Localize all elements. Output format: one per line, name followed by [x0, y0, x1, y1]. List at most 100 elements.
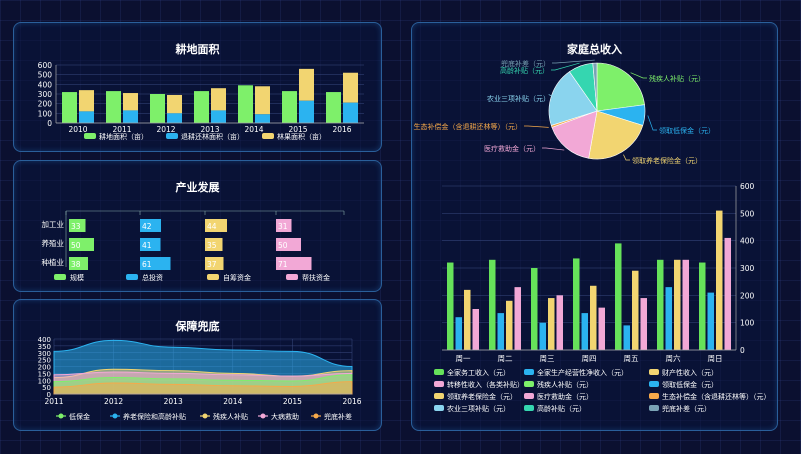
y-tick-label: 0 [47, 119, 52, 128]
legend-label: 耕地面积（亩） [99, 132, 148, 141]
x-tick-label: 周三 [540, 354, 555, 363]
data-label: 31 [278, 222, 288, 231]
legend-marker [260, 413, 266, 419]
legend-swatch [166, 133, 178, 139]
data-label: 38 [71, 260, 81, 269]
x-tick-label: 周四 [582, 354, 597, 363]
y-tick-label: 400 [740, 237, 755, 246]
bar-耕地面积（亩） [106, 91, 121, 123]
data-label: 50 [71, 241, 81, 250]
y-tick-label: 600 [740, 182, 755, 191]
y-tick-label: 50 [42, 384, 51, 392]
x-tick-label: 2015 [288, 125, 307, 134]
bar-全家生产经营性净收入（元） [665, 287, 672, 350]
legend-swatch [524, 381, 534, 387]
legend-label: 农业三项补贴（元） [447, 404, 510, 413]
bar-全家生产经营性净收入（元） [581, 313, 588, 350]
legend-label: 高龄补贴（元） [537, 404, 586, 413]
panel-security: 保障兜底 0 50 100 150 200 250 300 350 400 2011 2012 201… [13, 299, 382, 431]
panel-industry: 产业发展 加工业 33 42 44 31 养殖业 50 41 35 50 种植业 38 61 37 71 规模… [13, 160, 382, 292]
y-tick-label: 100 [740, 319, 755, 328]
bar-财产性收入（元） [674, 259, 681, 350]
x-tick-label: 周日 [708, 354, 723, 363]
bar-全家生产经营性净收入（元） [455, 317, 462, 350]
x-tick-label: 2014 [223, 397, 242, 406]
legend-label: 医疗救助金（元） [537, 392, 593, 401]
legend-swatch [84, 133, 96, 139]
data-label: 50 [278, 241, 288, 250]
y-tick-label: 0 [740, 346, 745, 355]
x-tick-label: 2016 [332, 125, 351, 134]
data-label: 44 [207, 222, 217, 231]
bar-转移性收入（各类补贴） [640, 298, 647, 350]
industry-chart: 加工业 33 42 44 31 养殖业 50 41 35 50 种植业 38 61 37 71 规模 总投资 自筹… [42, 210, 345, 282]
legend-label: 低保金 [69, 412, 90, 421]
bar-财产性收入（元） [548, 298, 555, 350]
pie-leader-line [551, 62, 580, 71]
legend-label: 全家务工收入（元） [447, 368, 510, 377]
y-tick-label: 600 [38, 61, 53, 70]
legend-label: 财产性收入（元） [662, 368, 718, 377]
legend-marker [313, 413, 319, 419]
pie-leader-line [630, 72, 647, 79]
pie-leader-line [552, 59, 595, 64]
bar-转移性收入（各类补贴） [724, 237, 731, 350]
pie-label: 生态补偿金（含退耕还林等）（元） [414, 122, 523, 131]
data-label: 35 [207, 241, 217, 250]
x-tick-label: 周一 [456, 354, 471, 363]
bar-全家务工收入（元） [699, 262, 706, 350]
bar-退耕还林面积（亩） [343, 102, 358, 123]
bar-财产性收入（元） [716, 210, 723, 350]
y-tick-label: 250 [38, 357, 51, 365]
legend-label: 帮扶资金 [302, 273, 330, 282]
pie-leader-line [647, 115, 657, 131]
bar-自筹资金 [205, 238, 223, 251]
y-tick-label: 350 [38, 343, 51, 351]
bar-转移性收入（各类补贴） [598, 307, 605, 350]
legend-label: 退耕还林面积（亩） [181, 132, 244, 141]
bar-规模 [69, 257, 88, 270]
x-tick-label: 周六 [666, 353, 681, 363]
legend-swatch [286, 274, 298, 280]
bar-全家生产经营性净收入（元） [539, 322, 546, 350]
legend-label: 残疾人补贴 [213, 412, 248, 421]
bar-自筹资金 [205, 219, 227, 232]
legend-swatch [649, 369, 659, 375]
legend-label: 生态补偿金（含退耕还林等）（元） [662, 392, 771, 401]
pie-slice [596, 62, 645, 112]
category-label: 加工业 [42, 219, 65, 229]
data-label: 33 [71, 222, 81, 231]
x-tick-label: 2013 [164, 397, 183, 406]
pie-leader-line [623, 154, 630, 161]
bar-财产性收入（元） [590, 285, 597, 350]
y-tick-label: 500 [38, 71, 53, 80]
y-tick-label: 300 [38, 350, 51, 358]
y-tick-label: 400 [38, 336, 51, 344]
pie-slice [592, 62, 598, 112]
bar-全家生产经营性净收入（元） [707, 292, 714, 350]
data-label: 61 [142, 260, 152, 269]
legend-label: 残疾人补贴（元） [537, 380, 593, 389]
data-label: 71 [278, 260, 288, 269]
bar-全家生产经营性净收入（元） [497, 313, 504, 350]
x-tick-label: 周二 [498, 354, 513, 363]
legend-label: 总投资 [142, 273, 163, 282]
bar-总投资 [140, 238, 161, 251]
pie-label: 高龄补贴（元） [500, 66, 549, 75]
legend-label: 自筹资金 [223, 273, 251, 282]
legend-label: 规模 [70, 273, 84, 282]
pie-label: 农业三项补贴（元） [487, 94, 550, 103]
legend-swatch [524, 393, 534, 399]
bar-耕地面积（亩） [62, 92, 77, 123]
bar-全家务工收入（元） [615, 243, 622, 350]
pie-label: 领取养老保险金（元） [632, 156, 702, 165]
y-tick-label: 300 [38, 90, 53, 99]
legend-label: 林果面积（亩） [277, 132, 326, 141]
bar-总投资 [140, 219, 161, 232]
pie-label: 兜底补差（元） [501, 59, 550, 68]
legend-label: 领取养老保险金（元） [447, 392, 517, 401]
data-label: 41 [142, 241, 152, 250]
pie-leader-line [524, 125, 549, 128]
legend-swatch [524, 405, 534, 411]
x-tick-label: 周五 [624, 354, 639, 363]
